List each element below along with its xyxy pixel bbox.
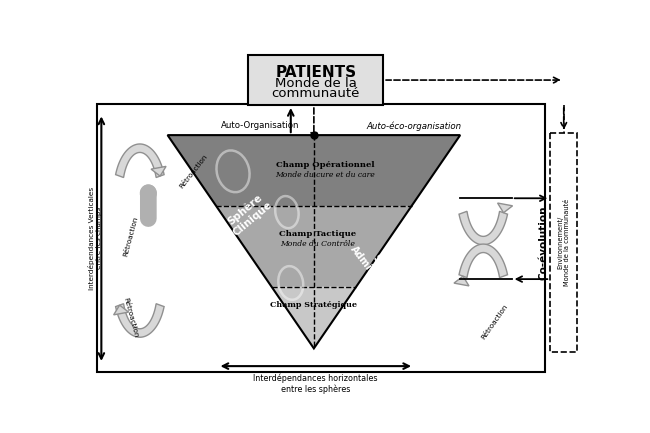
Polygon shape bbox=[459, 244, 508, 278]
Polygon shape bbox=[459, 211, 508, 245]
Polygon shape bbox=[151, 166, 166, 176]
Text: Champ Stratégique: Champ Stratégique bbox=[270, 301, 358, 309]
Text: Environnement/
Monde de la communauté: Environnement/ Monde de la communauté bbox=[557, 199, 570, 286]
Polygon shape bbox=[116, 144, 164, 178]
Text: Rétroaction: Rétroaction bbox=[178, 153, 208, 190]
Text: Champ Opérationnel: Champ Opérationnel bbox=[276, 161, 375, 169]
Text: Rétroaction: Rétroaction bbox=[480, 303, 509, 340]
Text: Rétroaction: Rétroaction bbox=[122, 297, 139, 338]
Text: Interdépendances Verticales
entre les champs: Interdépendances Verticales entre les ch… bbox=[88, 187, 102, 290]
Polygon shape bbox=[498, 203, 513, 213]
Text: Monde de la: Monde de la bbox=[275, 77, 357, 90]
Text: Champ Tactique: Champ Tactique bbox=[279, 230, 356, 239]
Text: Sphère
Administrative: Sphère Administrative bbox=[348, 236, 415, 314]
Text: Sphère
Clinique: Sphère Clinique bbox=[223, 190, 274, 238]
Polygon shape bbox=[168, 135, 460, 206]
Text: Co-évolution: Co-évolution bbox=[538, 205, 549, 280]
Text: Monde du cure et du care: Monde du cure et du care bbox=[276, 171, 375, 179]
Text: communauté: communauté bbox=[272, 87, 360, 100]
Text: Rétroaction: Rétroaction bbox=[122, 216, 139, 258]
Text: Monde du Contrôle: Monde du Contrôle bbox=[280, 240, 355, 249]
Text: Interdépendances horizontales
entre les sphères: Interdépendances horizontales entre les … bbox=[253, 374, 378, 394]
Polygon shape bbox=[272, 287, 356, 349]
FancyBboxPatch shape bbox=[248, 55, 384, 105]
Text: PATIENTS: PATIENTS bbox=[275, 65, 356, 80]
Polygon shape bbox=[116, 304, 164, 337]
Polygon shape bbox=[114, 305, 129, 315]
Polygon shape bbox=[216, 206, 411, 287]
Polygon shape bbox=[454, 276, 469, 286]
Text: Auto-Organisation: Auto-Organisation bbox=[221, 121, 299, 130]
Text: Auto-éco-organisation: Auto-éco-organisation bbox=[367, 121, 462, 131]
